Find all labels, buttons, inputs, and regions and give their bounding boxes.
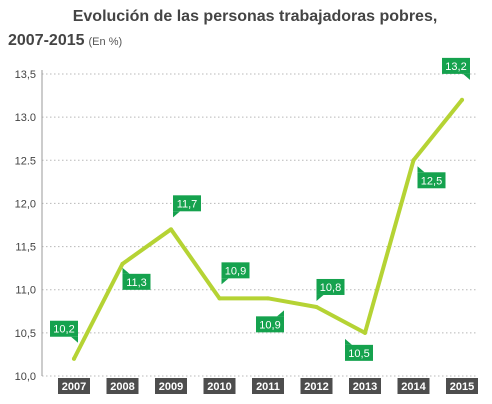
data-label-box	[221, 262, 250, 279]
x-tick-box	[106, 378, 139, 394]
y-tick-label: 12.5	[15, 155, 36, 167]
data-label: 10,9	[259, 319, 280, 331]
data-point	[120, 261, 125, 266]
chart-years: 2007-2015	[8, 32, 85, 49]
data-label-tail	[463, 73, 470, 80]
data-point	[266, 296, 270, 301]
y-tick-label: 10,0	[15, 371, 36, 383]
data-label-tail	[345, 338, 352, 345]
data-label-tail	[173, 211, 180, 218]
x-tick-label: 2015	[450, 381, 474, 393]
data-label: 11,3	[126, 277, 147, 289]
data-label: 12,5	[421, 175, 442, 187]
x-tick-label: 2008	[110, 381, 134, 393]
chart-title-line2: 2007-2015 (En %)	[8, 32, 122, 50]
y-tick-label: 11,0	[15, 285, 36, 297]
data-label-box	[417, 172, 446, 189]
data-label-tail	[417, 166, 425, 173]
data-label-tail	[277, 310, 284, 317]
data-label-box	[345, 344, 373, 361]
x-tick-label: 2007	[62, 381, 86, 393]
y-tick-label: 13.0	[15, 112, 36, 124]
x-tick-label: 2009	[159, 381, 183, 393]
data-label: 10,9	[225, 265, 246, 277]
data-label-tail	[71, 336, 78, 343]
data-label-box	[122, 273, 151, 290]
data-label-box	[442, 57, 470, 74]
data-label: 10,8	[320, 282, 341, 294]
data-label-tail	[122, 267, 130, 274]
data-label-tail	[316, 294, 324, 301]
data-label-box	[316, 278, 345, 295]
data-point	[460, 97, 464, 102]
x-tick-box	[155, 378, 187, 394]
x-tick-box	[397, 378, 430, 394]
data-point	[363, 330, 367, 335]
x-tick-label: 2010	[207, 381, 231, 393]
chart-unit: (En %)	[88, 36, 123, 48]
data-point	[411, 158, 416, 163]
x-tick-box	[58, 378, 90, 394]
x-tick-label: 2012	[304, 381, 328, 393]
chart-title: Evolución de las personas trabajadoras p…	[72, 8, 438, 25]
x-tick-label: 2011	[256, 381, 280, 393]
y-tick-label: 13,5	[15, 69, 36, 81]
data-point	[72, 356, 76, 361]
y-tick-label: 12,0	[15, 198, 36, 210]
x-tick-box	[203, 378, 236, 394]
x-tick-label: 2013	[353, 381, 377, 393]
x-tick-box	[349, 378, 381, 394]
y-tick-label: 11,5	[15, 242, 36, 254]
data-label-box	[50, 320, 78, 337]
x-tick-box	[252, 378, 284, 394]
data-label-box	[256, 316, 284, 333]
x-tick-box	[300, 378, 333, 394]
data-point	[169, 227, 173, 232]
data-label: 13,2	[445, 61, 466, 73]
data-label-tail	[221, 278, 229, 285]
y-tick-label: 10,5	[15, 328, 36, 340]
data-point	[314, 304, 319, 309]
data-point	[217, 296, 222, 301]
x-tick-box	[446, 378, 478, 394]
x-tick-label: 2014	[401, 381, 426, 393]
data-label: 11,7	[177, 198, 198, 210]
data-label-box	[173, 195, 201, 212]
data-label: 10,5	[348, 348, 369, 360]
data-label: 10,2	[53, 324, 74, 336]
